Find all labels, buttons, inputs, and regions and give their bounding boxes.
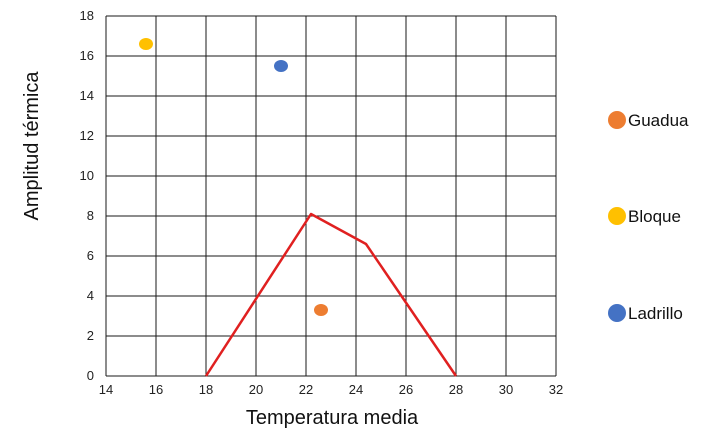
- x-axis-label: Temperatura media: [246, 407, 419, 429]
- x-tick-label: 24: [349, 382, 363, 397]
- y-tick-label: 16: [80, 48, 94, 63]
- x-tick-label: 32: [549, 382, 563, 397]
- grid-lines: [106, 16, 556, 376]
- x-tick-label: 18: [199, 382, 213, 397]
- y-tick-label: 4: [87, 288, 94, 303]
- x-tick-labels: 14 16 18 20 22 24 26 28 30 32: [99, 382, 563, 397]
- point-ladrillo: [274, 60, 288, 72]
- y-axis-label: Amplitud térmica: [21, 71, 43, 221]
- y-tick-label: 12: [80, 128, 94, 143]
- y-tick-label: 8: [87, 208, 94, 223]
- legend-label-bloque: Bloque: [628, 207, 681, 226]
- x-tick-label: 30: [499, 382, 513, 397]
- point-bloque: [139, 38, 153, 50]
- y-tick-label: 2: [87, 328, 94, 343]
- legend: Guadua Bloque Ladrillo: [608, 111, 689, 323]
- legend-label-ladrillo: Ladrillo: [628, 304, 683, 323]
- x-tick-label: 26: [399, 382, 413, 397]
- y-tick-label: 18: [80, 8, 94, 23]
- y-tick-label: 14: [80, 88, 94, 103]
- point-guadua: [314, 304, 328, 316]
- x-tick-label: 16: [149, 382, 163, 397]
- legend-label-guadua: Guadua: [628, 111, 689, 130]
- x-tick-label: 20: [249, 382, 263, 397]
- data-points: [139, 38, 328, 316]
- x-tick-label: 14: [99, 382, 113, 397]
- y-tick-labels: 0 2 4 6 8 10 12 14 16 18: [80, 8, 94, 383]
- boundary-line: [206, 214, 456, 376]
- legend-marker-ladrillo: [608, 304, 626, 322]
- legend-marker-bloque: [608, 207, 626, 225]
- y-tick-label: 0: [87, 368, 94, 383]
- x-tick-label: 28: [449, 382, 463, 397]
- y-tick-label: 6: [87, 248, 94, 263]
- legend-marker-guadua: [608, 111, 626, 129]
- y-tick-label: 10: [80, 168, 94, 183]
- x-tick-label: 22: [299, 382, 313, 397]
- red-line-series: [206, 214, 456, 376]
